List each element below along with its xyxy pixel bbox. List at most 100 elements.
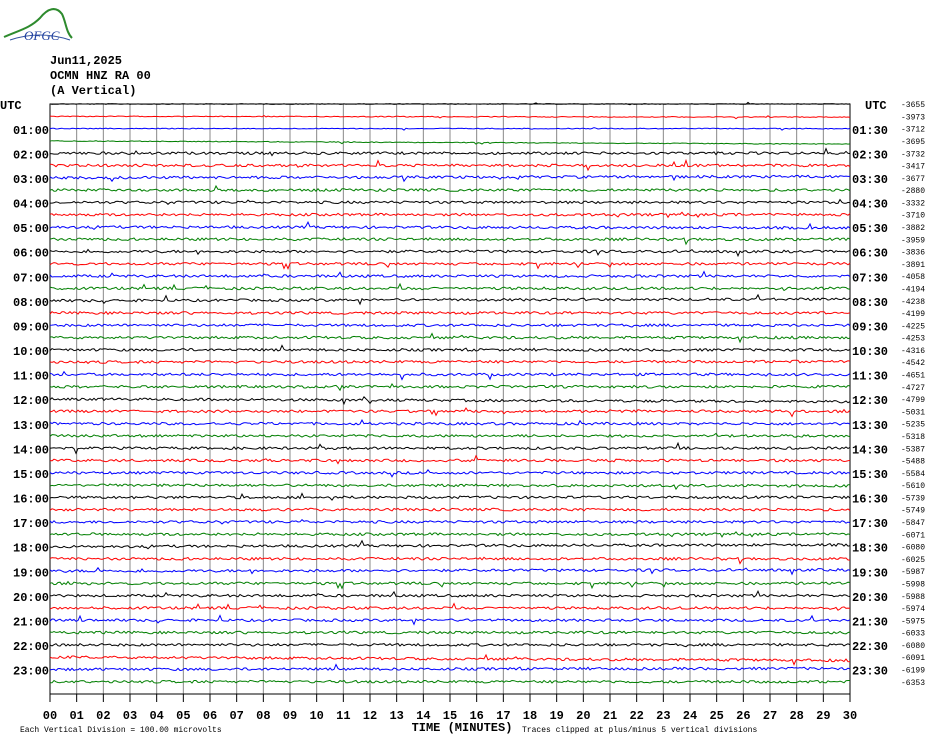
hour-label-left: 13:00 <box>13 419 49 433</box>
x-tick-label: 10 <box>309 709 323 723</box>
trace <box>49 679 850 684</box>
trace-offset: -3710 <box>901 212 925 221</box>
x-tick-label: 30 <box>843 709 857 723</box>
x-tick-label: 21 <box>603 709 617 723</box>
hour-label-left: 11:00 <box>13 370 49 384</box>
trace <box>49 432 851 438</box>
trace-offset: -5847 <box>901 519 925 528</box>
trace <box>49 248 851 258</box>
x-tick-label: 19 <box>549 709 563 723</box>
trace-offset: -6025 <box>901 556 925 565</box>
x-tick-label: 04 <box>149 709 163 723</box>
hour-label-left: 09:00 <box>13 320 49 334</box>
trace-offset: -5488 <box>901 458 925 467</box>
trace-offset: -4727 <box>901 384 925 393</box>
trace-offset: -3836 <box>901 249 925 258</box>
trace-offset: -6080 <box>901 544 925 553</box>
x-tick-label: 17 <box>496 709 510 723</box>
station: OCMN HNZ RA 00 <box>50 69 151 83</box>
trace-offset: -4194 <box>901 285 925 294</box>
trace <box>49 441 851 455</box>
hour-label-right: 08:30 <box>852 296 888 310</box>
x-tick-label: 13 <box>389 709 403 723</box>
component: (A Vertical) <box>50 84 136 98</box>
hour-label-left: 22:00 <box>13 640 49 654</box>
trace-offset: -5031 <box>901 408 925 417</box>
trace <box>49 602 851 611</box>
trace <box>49 454 851 465</box>
hour-label-right: 16:30 <box>852 493 888 507</box>
hour-label-right: 15:30 <box>852 468 888 482</box>
date: Jun11,2025 <box>50 54 122 68</box>
trace-offset: -4238 <box>901 298 925 307</box>
trace <box>49 614 851 626</box>
hour-label-left: 12:00 <box>13 394 49 408</box>
hour-label-left: 10:00 <box>13 345 49 359</box>
hour-label-right: 22:30 <box>852 640 888 654</box>
trace-offset: -5988 <box>901 593 925 602</box>
trace-offset: -6353 <box>901 679 925 688</box>
hour-label-left: 08:00 <box>13 296 49 310</box>
trace <box>49 539 851 550</box>
hour-label-left: 20:00 <box>13 591 49 605</box>
hour-label-right: 05:30 <box>852 222 888 236</box>
x-tick-label: 22 <box>629 709 643 723</box>
trace-offset: -5318 <box>901 433 925 442</box>
trace <box>49 407 851 418</box>
hour-label-right: 06:30 <box>852 247 888 261</box>
trace-offset: -5974 <box>901 605 925 614</box>
x-tick-label: 11 <box>336 709 350 723</box>
hour-label-right: 21:30 <box>852 615 888 629</box>
trace-offset: -4542 <box>901 359 925 368</box>
x-tick-label: 25 <box>709 709 723 723</box>
hour-label-right: 10:30 <box>852 345 888 359</box>
trace <box>49 211 851 219</box>
hour-label-right: 18:30 <box>852 542 888 556</box>
hour-label-right: 01:30 <box>852 124 888 138</box>
trace <box>49 115 851 120</box>
trace <box>49 556 850 565</box>
x-tick-label: 09 <box>283 709 297 723</box>
hour-label-left: 21:00 <box>13 615 49 629</box>
trace <box>49 468 851 478</box>
trace <box>49 642 851 648</box>
trace <box>49 147 851 157</box>
trace <box>49 383 851 392</box>
trace <box>49 395 851 406</box>
trace-offset: -4253 <box>901 335 925 344</box>
trace <box>49 653 851 666</box>
trace-offset: -6071 <box>901 531 925 540</box>
x-tick-label: 00 <box>43 709 57 723</box>
hour-label-left: 18:00 <box>13 542 49 556</box>
trace-offset: -5987 <box>901 568 925 577</box>
logo-curve <box>3 8 73 39</box>
trace-offset: -6080 <box>901 642 925 651</box>
hour-label-left: 14:00 <box>13 443 49 457</box>
trace-offset: -3417 <box>901 163 925 172</box>
trace <box>49 127 851 131</box>
trace-offset: -5975 <box>901 617 925 626</box>
x-tick-label: 24 <box>683 709 697 723</box>
trace <box>49 419 851 426</box>
trace <box>49 630 851 635</box>
trace-offset: -5739 <box>901 494 925 503</box>
x-axis-label: TIME (MINUTES) <box>412 721 513 735</box>
x-tick-label: 12 <box>363 709 377 723</box>
x-tick-label: 01 <box>69 709 83 723</box>
x-tick-label: 08 <box>256 709 270 723</box>
trace <box>49 158 851 172</box>
hour-label-right: 04:30 <box>852 198 888 212</box>
trace <box>49 270 851 279</box>
hour-label-left: 04:00 <box>13 198 49 212</box>
hour-label-left: 07:00 <box>13 271 49 285</box>
trace-offset: -4058 <box>901 273 925 282</box>
trace <box>49 332 851 344</box>
hour-label-left: 19:00 <box>13 566 49 580</box>
trace-offset: -5749 <box>901 507 925 516</box>
trace <box>49 370 851 381</box>
hour-label-left: 01:00 <box>13 124 49 138</box>
trace <box>49 237 851 246</box>
trace <box>49 492 851 501</box>
